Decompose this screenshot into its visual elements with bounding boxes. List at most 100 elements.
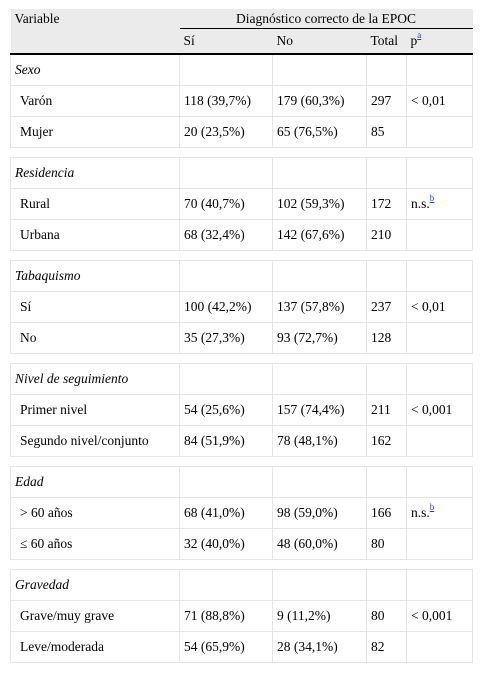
row-label: Varón [10,85,180,117]
spacer-cell [272,353,367,364]
empty-cell [272,363,367,395]
cell-si: 70 (40,7%) [179,188,273,220]
group-header-row: Residencia [10,157,474,189]
cell-p [405,322,474,354]
spacer-cell [406,559,473,570]
cell-total: 80 [366,600,407,632]
table-row: > 60 años 68 (41,0%) 98 (59,0%) 166 n.s.b [10,497,474,529]
cell-si: 54 (65,9%) [179,631,273,663]
spacer-cell [179,250,273,261]
group-label: Gravedad [10,569,180,601]
cell-total: 128 [366,322,407,354]
group-header-row: Tabaquismo [10,260,474,292]
table-row: Leve/moderada 54 (65,9%) 28 (34,1%) 82 [10,631,474,663]
table-row: Mujer 20 (23,5%) 65 (76,5%) 85 [10,116,474,148]
cell-p: < 0,01 [405,85,474,117]
row-label: ≤ 60 años [10,528,180,560]
cell-p [405,425,474,457]
group-header-row: Nivel de seguimiento [10,363,474,395]
cell-p: < 0,01 [405,291,474,323]
footnote-link-b[interactable]: b [429,193,435,203]
spacer-cell [406,250,473,261]
p-value: n.s. [411,505,430,520]
spacer-cell [406,353,473,364]
cell-total: 80 [366,528,407,560]
cell-p: < 0,001 [405,600,474,632]
spacer-cell [406,456,473,467]
empty-cell [179,54,273,86]
row-label: Segundo nivel/conjunto [10,425,180,457]
cell-si: 100 (42,2%) [179,291,273,323]
header-variable: Variable [10,9,180,29]
cell-no: 93 (72,7%) [272,322,367,354]
row-label: Rural [10,188,180,220]
cell-si: 68 (41,0%) [179,497,273,529]
group-spacer [10,456,473,467]
empty-cell [179,260,273,292]
p-value: < 0,001 [411,608,453,623]
cell-no: 137 (57,8%) [272,291,367,323]
table-header: Variable Diagnóstico correcto de la EPOC… [10,9,473,55]
row-label: Grave/muy grave [10,600,180,632]
group-header-row: Sexo [10,54,474,86]
cell-no: 157 (74,4%) [272,394,367,426]
table-body: Sexo Varón 118 (39,7%) 179 (60,3%) 297 < 0,01… [10,54,474,663]
cell-total: 211 [366,394,407,426]
header-group-label: Diagnóstico correcto de la EPOC [179,9,473,29]
cell-no: 9 (11,2%) [272,600,367,632]
p-value: < 0,001 [411,402,453,417]
cell-total: 210 [366,219,407,251]
spacer-cell [366,456,407,467]
spacer-cell [179,147,273,158]
empty-cell [179,157,273,189]
table-row: ≤ 60 años 32 (40,0%) 48 (60,0%) 80 [10,528,474,560]
empty-cell [405,569,474,601]
group-header-row: Edad [10,466,474,498]
table-row: Primer nivel 54 (25,6%) 157 (74,4%) 211 < 0,… [10,394,474,426]
footnote-link-a[interactable]: a [417,30,422,40]
cell-total: 297 [366,85,407,117]
cell-p [405,631,474,663]
group-spacer [10,353,473,364]
empty-cell [179,569,273,601]
empty-cell [366,54,407,86]
group-label: Tabaquismo [10,260,180,292]
cell-no: 48 (60,0%) [272,528,367,560]
empty-cell [405,54,474,86]
spacer-cell [366,147,407,158]
spacer-cell [272,147,367,158]
table-row: No 35 (27,3%) 93 (72,7%) 128 [10,322,474,354]
cell-no: 102 (59,3%) [272,188,367,220]
cell-no: 28 (34,1%) [272,631,367,663]
row-label: Primer nivel [10,394,180,426]
cell-no: 65 (76,5%) [272,116,367,148]
header-col-no: No [272,28,367,55]
empty-cell [405,260,474,292]
empty-cell [272,569,367,601]
header-col-p: pa [406,28,473,55]
group-label: Nivel de seguimiento [10,363,180,395]
row-label: Leve/moderada [10,631,180,663]
footnote-link-b[interactable]: b [429,502,435,512]
spacer-cell [179,353,273,364]
cell-si: 54 (25,6%) [179,394,273,426]
empty-cell [272,54,367,86]
spacer-cell [366,559,407,570]
spacer-cell [10,456,180,467]
table-row: Segundo nivel/conjunto 84 (51,9%) 78 (48,1… [10,425,474,457]
empty-cell [272,157,367,189]
spacer-cell [179,559,273,570]
spacer-cell [406,147,473,158]
p-value: n.s. [411,196,430,211]
row-label: Sí [10,291,180,323]
data-table-container: Variable Diagnóstico correcto de la EPOC… [10,9,474,663]
cell-no: 98 (59,0%) [272,497,367,529]
cell-si: 71 (88,8%) [179,600,273,632]
empty-cell [179,363,273,395]
empty-cell [272,260,367,292]
cell-p [405,116,474,148]
cell-total: 237 [366,291,407,323]
group-header-row: Gravedad [10,569,474,601]
table-row: Grave/muy grave 71 (88,8%) 9 (11,2%) 80 < 0,… [10,600,474,632]
spacer-cell [366,353,407,364]
